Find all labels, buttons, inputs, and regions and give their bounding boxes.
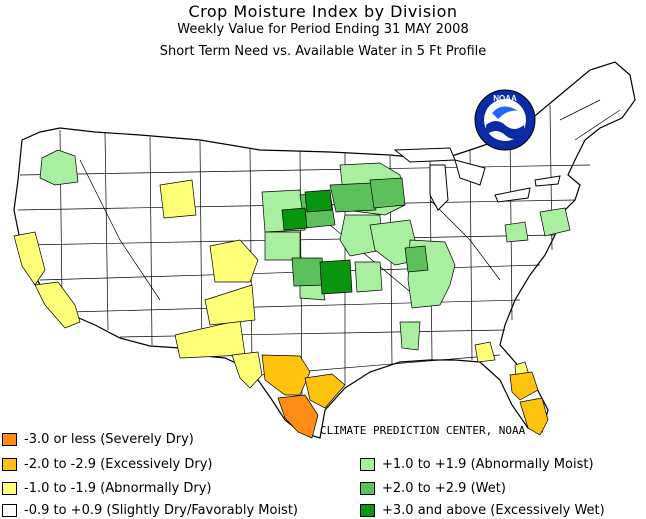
legend-label: -2.0 to -2.9 (Excessively Dry) bbox=[24, 456, 213, 472]
division-abnormally-moist bbox=[39, 149, 79, 186]
division-excessively-dry bbox=[261, 354, 311, 396]
division-excessively-wet bbox=[281, 207, 308, 231]
division-abnormally-moist bbox=[504, 221, 529, 243]
division-severely-dry bbox=[277, 394, 319, 439]
division-abnormally-dry bbox=[204, 284, 256, 326]
legend-item-excessively-wet: +3.0 and above (Excessively Wet) bbox=[360, 502, 605, 518]
legend-item-excessively-dry: -2.0 to -2.9 (Excessively Dry) bbox=[2, 456, 212, 472]
division-wet bbox=[369, 177, 406, 209]
division-abnormally-moist bbox=[539, 207, 571, 237]
legend-label: +2.0 to +2.9 (Wet) bbox=[382, 480, 506, 496]
division-excessively-dry bbox=[519, 397, 549, 436]
division-abnormally-dry bbox=[159, 179, 197, 219]
division-abnormally-dry bbox=[231, 351, 263, 389]
legend-swatch bbox=[360, 457, 375, 471]
division-excessively-wet bbox=[304, 189, 333, 213]
map-subtitle: Weekly Value for Period Ending 31 MAY 20… bbox=[177, 22, 469, 37]
legend-item-abnormally-dry: -1.0 to -1.9 (Abnormally Dry) bbox=[2, 480, 212, 496]
legend-swatch bbox=[360, 481, 375, 495]
legend-item-abnormally-moist: +1.0 to +1.9 (Abnormally Moist) bbox=[360, 456, 594, 472]
credit-text: CLIMATE PREDICTION CENTER, NOAA bbox=[320, 424, 526, 437]
division-wet bbox=[329, 182, 377, 213]
legend-swatch bbox=[360, 503, 375, 517]
legend-item-near-normal: -0.9 to +0.9 (Slightly Dry/Favorably Moi… bbox=[2, 502, 298, 518]
division-abnormally-dry bbox=[13, 231, 46, 286]
noaa-logo-text: NOAA bbox=[493, 94, 517, 103]
division-abnormally-dry bbox=[474, 341, 496, 363]
division-abnormally-moist bbox=[264, 231, 301, 261]
noaa-logo: NOAA bbox=[474, 89, 536, 151]
legend-label: -1.0 to -1.9 (Abnormally Dry) bbox=[24, 480, 212, 496]
map-subtitle-2: Short Term Need vs. Available Water in 5… bbox=[159, 44, 487, 59]
legend-label: -0.9 to +0.9 (Slightly Dry/Favorably Moi… bbox=[24, 502, 299, 518]
legend-swatch bbox=[2, 481, 17, 495]
division-excessively-dry bbox=[304, 373, 346, 409]
legend-item-wet: +2.0 to +2.9 (Wet) bbox=[360, 480, 506, 496]
legend-item-severely-dry: -3.0 or less (Severely Dry) bbox=[2, 431, 194, 447]
legend-label: +3.0 and above (Excessively Wet) bbox=[382, 502, 605, 518]
division-excessively-dry bbox=[509, 371, 539, 401]
division-excessively-wet bbox=[319, 259, 353, 295]
division-wet bbox=[404, 245, 429, 273]
legend-swatch bbox=[2, 457, 17, 471]
legend-label: -3.0 or less (Severely Dry) bbox=[24, 431, 194, 447]
division-abnormally-dry bbox=[34, 281, 81, 329]
legend-label: +1.0 to +1.9 (Abnormally Moist) bbox=[382, 456, 594, 472]
moisture-divisions bbox=[13, 149, 571, 439]
division-abnormally-moist bbox=[399, 321, 421, 351]
legend-swatch bbox=[2, 432, 17, 446]
division-abnormally-moist bbox=[354, 261, 383, 293]
great-lakes bbox=[393, 147, 561, 211]
legend-swatch bbox=[2, 503, 17, 517]
map-title: Crop Moisture Index by Division bbox=[188, 2, 458, 21]
division-abnormally-dry bbox=[209, 239, 259, 283]
